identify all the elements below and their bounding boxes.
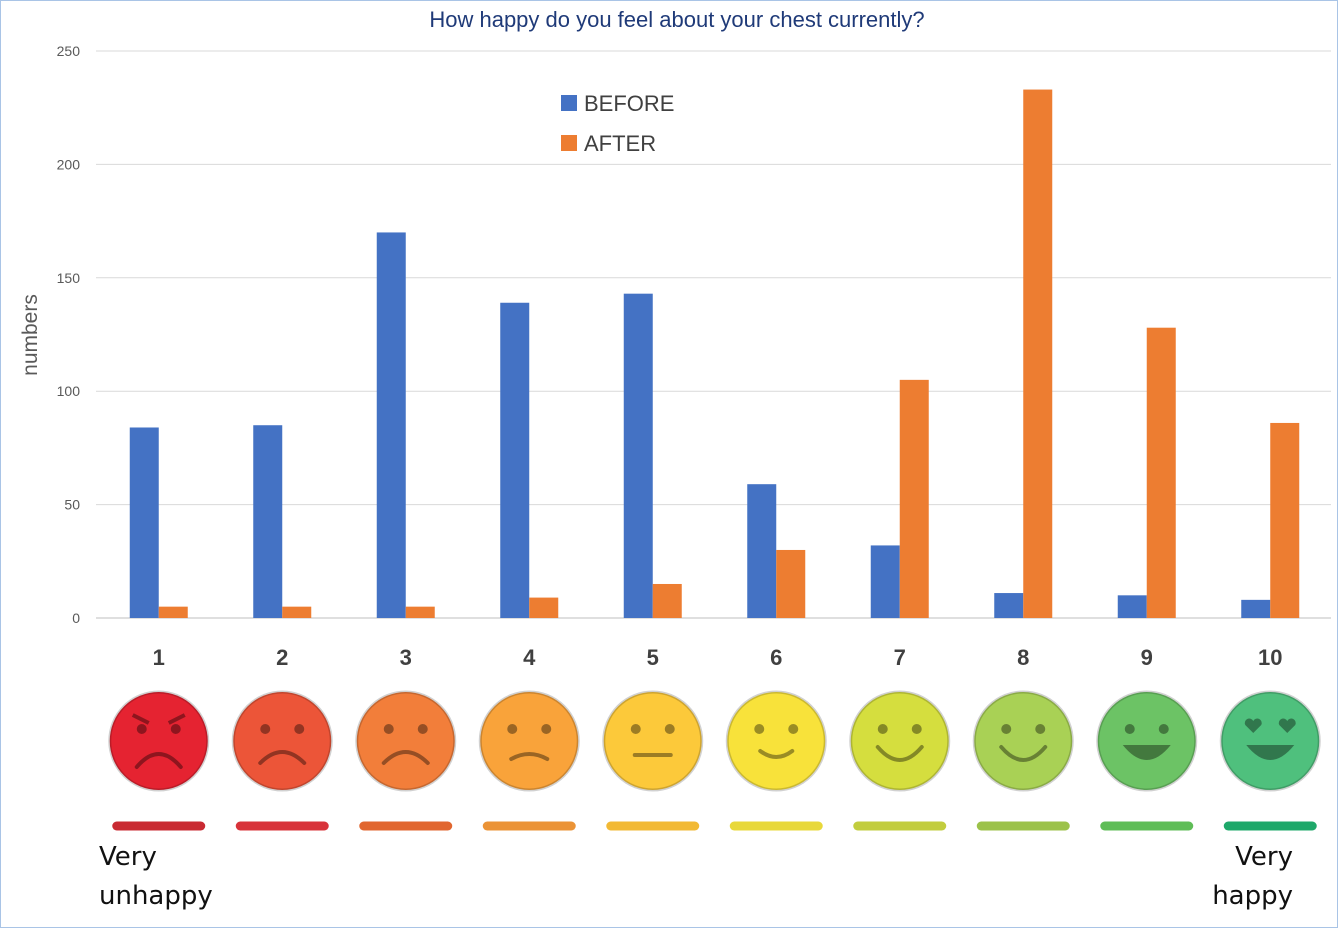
x-category-label: 7 xyxy=(894,645,906,670)
bar-before-9 xyxy=(1117,595,1147,618)
y-tick-label: 250 xyxy=(57,43,81,59)
bar-after-3 xyxy=(405,606,435,618)
left-caption-line1: Very xyxy=(99,842,157,872)
y-tick-label: 0 xyxy=(72,610,80,626)
bar-before-4 xyxy=(500,302,530,618)
neutral-face-icon xyxy=(602,690,704,792)
legend-label: AFTER xyxy=(584,131,656,156)
bar-before-1 xyxy=(129,427,159,618)
bar-before-2 xyxy=(253,425,283,618)
bar-after-9 xyxy=(1146,327,1176,618)
bar-after-4 xyxy=(529,597,559,618)
y-tick-label: 200 xyxy=(57,156,81,172)
legend-swatch xyxy=(561,95,577,111)
bar-after-10 xyxy=(1270,422,1300,618)
y-tick-label: 50 xyxy=(64,497,80,513)
x-category-label: 8 xyxy=(1017,645,1029,670)
right-caption-line2: happy xyxy=(1212,881,1293,911)
bar-before-3 xyxy=(376,232,406,618)
sad-face-icon xyxy=(355,690,457,792)
x-axis-categories: 1 2 3 4 5 6 7 8 9 10 xyxy=(153,645,1283,670)
x-category-label: 4 xyxy=(523,645,536,670)
x-category-label: 3 xyxy=(400,645,412,670)
x-category-label: 10 xyxy=(1258,645,1282,670)
emoji-scale xyxy=(108,690,1321,792)
sad-face-icon xyxy=(231,690,333,792)
bar-after-1 xyxy=(158,606,188,618)
legend: BEFORE AFTER xyxy=(561,91,674,156)
slight-smile-face-icon xyxy=(725,690,827,792)
y-axis-label: numbers xyxy=(19,294,42,376)
bar-before-6 xyxy=(747,484,777,618)
y-axis-ticks: 0 50 100 150 200 250 xyxy=(57,43,81,626)
y-tick-label: 150 xyxy=(57,270,81,286)
slightly-sad-face-icon xyxy=(478,690,580,792)
x-category-label: 2 xyxy=(276,645,288,670)
bar-before-8 xyxy=(994,593,1024,618)
bar-before-10 xyxy=(1241,599,1271,618)
chart-title: How happy do you feel about your chest c… xyxy=(429,7,924,32)
x-category-label: 1 xyxy=(153,645,165,670)
legend-label: BEFORE xyxy=(584,91,674,116)
grin-face-icon xyxy=(1096,690,1198,792)
bars xyxy=(129,89,1300,618)
bar-after-8 xyxy=(1023,89,1053,618)
legend-swatch xyxy=(561,135,577,151)
bar-after-5 xyxy=(652,583,682,618)
x-category-label: 5 xyxy=(647,645,659,670)
bar-before-5 xyxy=(623,293,653,618)
angry-face-icon xyxy=(108,690,210,792)
right-caption-line1: Very xyxy=(1235,842,1293,872)
bar-after-7 xyxy=(899,379,929,618)
bar-after-6 xyxy=(776,549,806,618)
bar-after-2 xyxy=(282,606,312,618)
heart-eyes-face-icon xyxy=(1219,690,1321,792)
smile-face-icon xyxy=(972,690,1074,792)
left-caption-line2: unhappy xyxy=(99,881,213,911)
y-tick-label: 100 xyxy=(57,383,81,399)
bar-before-7 xyxy=(870,545,900,618)
x-category-label: 9 xyxy=(1141,645,1153,670)
x-category-label: 6 xyxy=(770,645,782,670)
smile-face-icon xyxy=(849,690,951,792)
